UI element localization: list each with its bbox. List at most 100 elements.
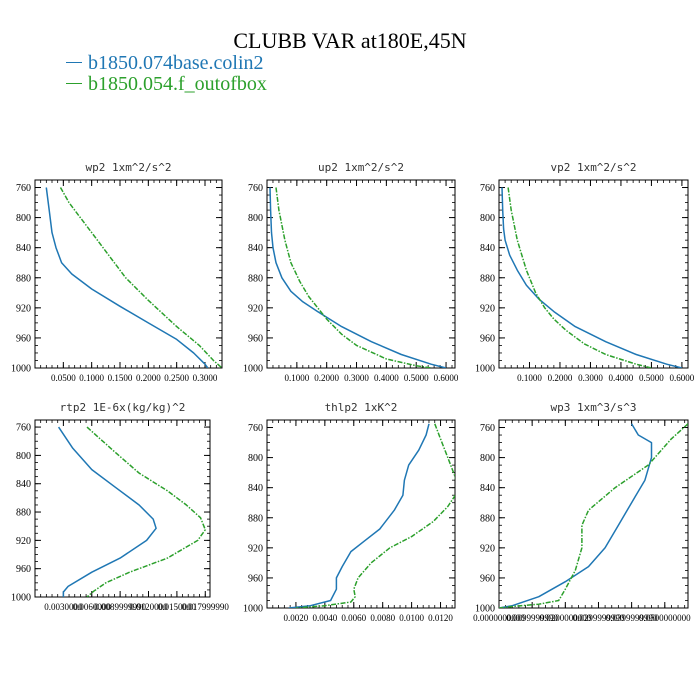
y-tick-label: 800 (248, 453, 263, 464)
y-tick-label: 920 (248, 303, 263, 314)
x-tick-label: 0.0500000000 (639, 613, 691, 623)
y-tick-label: 800 (16, 213, 31, 224)
x-tick-label: 0.0060000 (73, 602, 112, 612)
y-tick-label: 1000 (11, 593, 31, 604)
chart-panel-4: rtp2 1E-6x(kg/kg)^2 760 800 840 880 920 960 100… (11, 401, 229, 612)
y-tick-label: 760 (248, 183, 263, 194)
chart-title: rtp2 1E-6x(kg/kg)^2 (60, 401, 186, 414)
y-tick-label: 760 (248, 423, 263, 434)
y-tick-label: 840 (16, 243, 31, 254)
y-tick-label: 920 (248, 543, 263, 554)
x-tick-label: 0.2000 (314, 373, 339, 383)
x-tick-label: 0.0099999990 (506, 613, 558, 623)
y-tick-label: 840 (480, 483, 495, 494)
y-tick-label: 840 (248, 243, 263, 254)
x-tick-label: 0.1500 (108, 373, 133, 383)
x-tick-label: 0.0299999990 (573, 613, 625, 623)
x-tick-label: 0.2000 (548, 373, 573, 383)
legend-entry-2: b1850.054.f_outofbox (66, 73, 267, 96)
x-tick-label: 0.0120000 (129, 602, 168, 612)
series-line-1 (499, 423, 653, 608)
y-tick-label: 1000 (243, 604, 263, 615)
y-tick-label: 840 (16, 479, 31, 490)
y-tick-label: 760 (16, 423, 31, 434)
x-tick-label: 0.0100 (399, 613, 424, 623)
series-line-1 (501, 187, 683, 368)
y-tick-label: 760 (480, 423, 495, 434)
y-tick-label: 800 (248, 213, 263, 224)
x-tick-label: 0.0030000 (44, 602, 83, 612)
x-tick-label: 0.0000000000 (473, 613, 525, 623)
y-tick-label: 920 (480, 303, 495, 314)
y-tick-label: 920 (16, 303, 31, 314)
x-tick-label: 0.017999990 (182, 602, 230, 612)
series-line-2 (86, 426, 207, 597)
y-tick-label: 960 (480, 573, 495, 584)
chart-panel-3: vp2 1xm^2/s^2 760 800 840 880 920 960 1000 0.100… (475, 161, 695, 383)
x-tick-label: 0.5000 (404, 373, 429, 383)
plot-frame (34, 419, 211, 598)
x-tick-label: 0.5000 (639, 373, 664, 383)
x-tick-label: 0.0060 (341, 613, 366, 623)
x-tick-label: 0.4000 (609, 373, 634, 383)
x-tick-label: 0.0080 (370, 613, 395, 623)
y-tick-label: 760 (16, 183, 31, 194)
x-tick-label: 0.0500 (51, 373, 76, 383)
y-tick-label: 960 (248, 573, 263, 584)
series-line-1 (45, 187, 209, 368)
series-line-2 (507, 187, 652, 368)
chart-title: up2 1xm^2/s^2 (318, 161, 404, 174)
y-tick-label: 880 (480, 273, 495, 284)
legend-line-icon (66, 82, 82, 84)
series-line-2 (295, 423, 455, 608)
chart-panel-6: wp3 1xm^3/s^3 760 800 840 880 920 960 10000.000… (473, 401, 691, 623)
x-tick-label: 0.6000 (434, 373, 459, 383)
x-tick-label: 0.2000 (136, 373, 161, 383)
legend-label: b1850.054.f_outofbox (88, 73, 267, 95)
plot-frame (34, 179, 223, 369)
x-tick-label: 0.0399999990 (606, 613, 658, 623)
x-tick-label: 0.1000 (517, 373, 542, 383)
series-line-2 (275, 187, 432, 368)
x-tick-label: 0.6000 (670, 373, 695, 383)
y-tick-label: 880 (16, 508, 31, 519)
y-tick-label: 1000 (243, 364, 263, 375)
series-line-1 (269, 187, 447, 368)
y-tick-label: 760 (480, 183, 495, 194)
plot-frame (498, 179, 689, 369)
series-line-1 (288, 423, 430, 608)
y-tick-label: 800 (480, 213, 495, 224)
x-tick-label: 0.4000 (374, 373, 399, 383)
chart-title: thlp2 1xK^2 (325, 401, 398, 414)
plot-frame (266, 179, 456, 369)
y-tick-label: 880 (248, 273, 263, 284)
x-tick-label: 0.1000 (79, 373, 104, 383)
x-tick-label: 0.1000 (284, 373, 309, 383)
y-tick-label: 800 (480, 453, 495, 464)
chart-panel-1: wp2 1xm^2/s^2 760 800 840 880 920 960 1000 0.050… (11, 161, 223, 383)
y-tick-label: 1000 (475, 364, 495, 375)
series-line-1 (57, 426, 157, 597)
x-tick-label: 0.2500 (164, 373, 189, 383)
x-tick-label: 0.0040 (312, 613, 337, 623)
legend-entry-1: b1850.074base.colin2 (66, 52, 264, 75)
y-tick-label: 920 (480, 543, 495, 554)
x-tick-label: 0.0020 (284, 613, 309, 623)
plot-frame (266, 419, 456, 609)
x-tick-label: 0.0150000 (158, 602, 197, 612)
x-tick-label: 0.3000 (578, 373, 603, 383)
y-tick-label: 880 (248, 513, 263, 524)
y-tick-label: 800 (16, 451, 31, 462)
chart-title: wp2 1xm^2/s^2 (85, 161, 171, 174)
x-tick-label: 0.0200000000 (539, 613, 591, 623)
chart-title: wp3 1xm^3/s^3 (550, 401, 636, 414)
y-tick-label: 880 (16, 273, 31, 284)
y-tick-label: 840 (480, 243, 495, 254)
x-tick-label: 0.0120 (428, 613, 453, 623)
series-line-2 (499, 423, 688, 608)
y-tick-label: 1000 (475, 604, 495, 615)
y-tick-label: 960 (16, 564, 31, 575)
figure-title: CLUBB VAR at180E,45N (233, 28, 467, 53)
